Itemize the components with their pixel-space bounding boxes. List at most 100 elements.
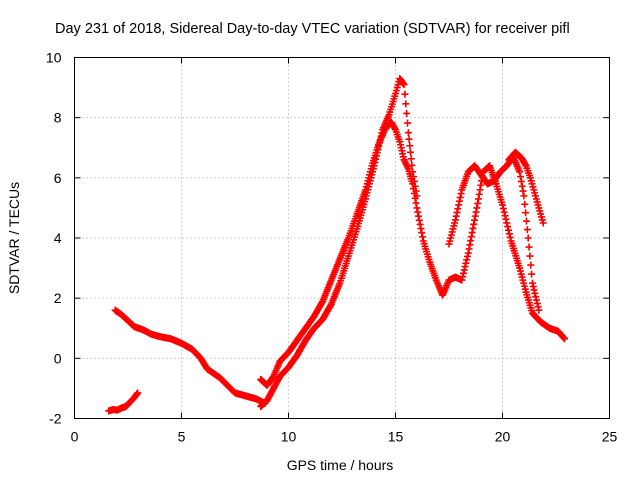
data-marker	[452, 212, 460, 220]
data-marker	[499, 205, 507, 213]
data-marker	[504, 223, 512, 231]
x-axis-label: GPS time / hours	[287, 457, 394, 473]
data-point	[400, 81, 408, 89]
x-tick-label: 5	[178, 429, 186, 445]
y-tick-label: 8	[54, 110, 62, 126]
y-tick-label: -2	[49, 411, 62, 427]
data-marker	[523, 226, 531, 234]
data-marker	[402, 100, 410, 108]
data-marker	[529, 283, 537, 291]
data-marker	[521, 200, 529, 208]
data-marker	[406, 142, 414, 150]
data-marker	[518, 182, 526, 190]
data-marker	[411, 182, 419, 190]
data-marker	[415, 216, 423, 224]
data-marker	[525, 243, 533, 251]
data-marker	[403, 119, 411, 127]
data-marker	[457, 190, 465, 198]
data-marker	[454, 205, 462, 213]
data-marker	[462, 259, 470, 267]
y-tick-label: 10	[46, 50, 62, 66]
series-seg7	[505, 148, 547, 227]
data-marker	[534, 303, 542, 311]
data-marker	[474, 195, 482, 203]
x-tick-label: 15	[388, 429, 404, 445]
data-point	[458, 276, 466, 284]
data-marker	[460, 266, 468, 274]
data-marker	[503, 219, 511, 227]
data-marker	[403, 109, 411, 117]
data-point	[561, 335, 569, 343]
y-tick-label: 6	[54, 170, 62, 186]
data-marker	[533, 299, 541, 307]
data-marks	[105, 75, 569, 415]
data-marker	[391, 124, 399, 132]
data-marker	[455, 197, 463, 205]
data-point	[451, 216, 459, 224]
data-point	[413, 192, 421, 200]
data-point	[516, 168, 524, 176]
data-marker	[455, 201, 463, 209]
data-marker	[459, 273, 467, 281]
data-point	[134, 389, 142, 397]
data-marker	[406, 148, 414, 156]
data-marker	[522, 217, 530, 225]
data-point	[539, 219, 547, 227]
x-tick-label: 20	[495, 429, 511, 445]
data-marker	[419, 233, 427, 241]
data-marker	[461, 263, 469, 271]
y-tick-label: 4	[54, 230, 62, 246]
data-marker	[412, 199, 420, 207]
data-marker	[415, 212, 423, 220]
data-marker	[459, 269, 467, 277]
data-marker	[531, 289, 539, 297]
data-marker	[453, 208, 461, 216]
data-marker	[412, 187, 420, 195]
data-marker	[528, 270, 536, 278]
series-seg1	[105, 389, 142, 415]
data-marker	[501, 212, 509, 220]
data-marker	[530, 286, 538, 294]
data-marker	[560, 334, 568, 342]
series-seg6	[445, 153, 543, 314]
data-marker	[474, 199, 482, 207]
data-marker	[527, 261, 535, 269]
data-point	[409, 168, 417, 176]
data-marker	[532, 293, 540, 301]
x-tick-label: 25	[602, 429, 618, 445]
y-tick-label: 0	[54, 350, 62, 366]
data-marker	[456, 193, 464, 201]
grid	[74, 57, 610, 419]
data-marker	[463, 252, 471, 260]
data-point	[524, 234, 532, 242]
data-marker	[133, 390, 141, 398]
data-marker	[522, 209, 530, 217]
data-point	[535, 306, 543, 314]
data-marker	[410, 177, 418, 185]
data-point	[413, 204, 421, 212]
y-tick-label: 2	[54, 290, 62, 306]
data-point	[404, 129, 412, 137]
data-marker	[475, 190, 483, 198]
data-marker	[477, 181, 485, 189]
data-marker	[401, 90, 409, 98]
data-marker	[476, 186, 484, 194]
data-marker	[408, 161, 416, 169]
data-marker	[409, 173, 417, 181]
data-marker	[417, 225, 425, 233]
chart-title: Day 231 of 2018, Sidereal Day-to-day VTE…	[55, 21, 570, 37]
axis-ticks: 0 5 10 15 20 25 -2 0 2 4 6 8 10	[46, 50, 618, 445]
data-marker	[407, 155, 415, 163]
data-marker	[418, 229, 426, 237]
data-marker	[405, 135, 413, 143]
data-marker	[416, 220, 424, 228]
data-point	[528, 279, 536, 287]
y-axis-label: SDTVAR / TECUs	[6, 182, 22, 294]
data-marker	[414, 208, 422, 216]
data-point	[520, 192, 528, 200]
data-marker	[500, 208, 508, 216]
x-tick-label: 0	[71, 429, 79, 445]
data-marker	[502, 215, 510, 223]
data-marker	[506, 233, 514, 241]
